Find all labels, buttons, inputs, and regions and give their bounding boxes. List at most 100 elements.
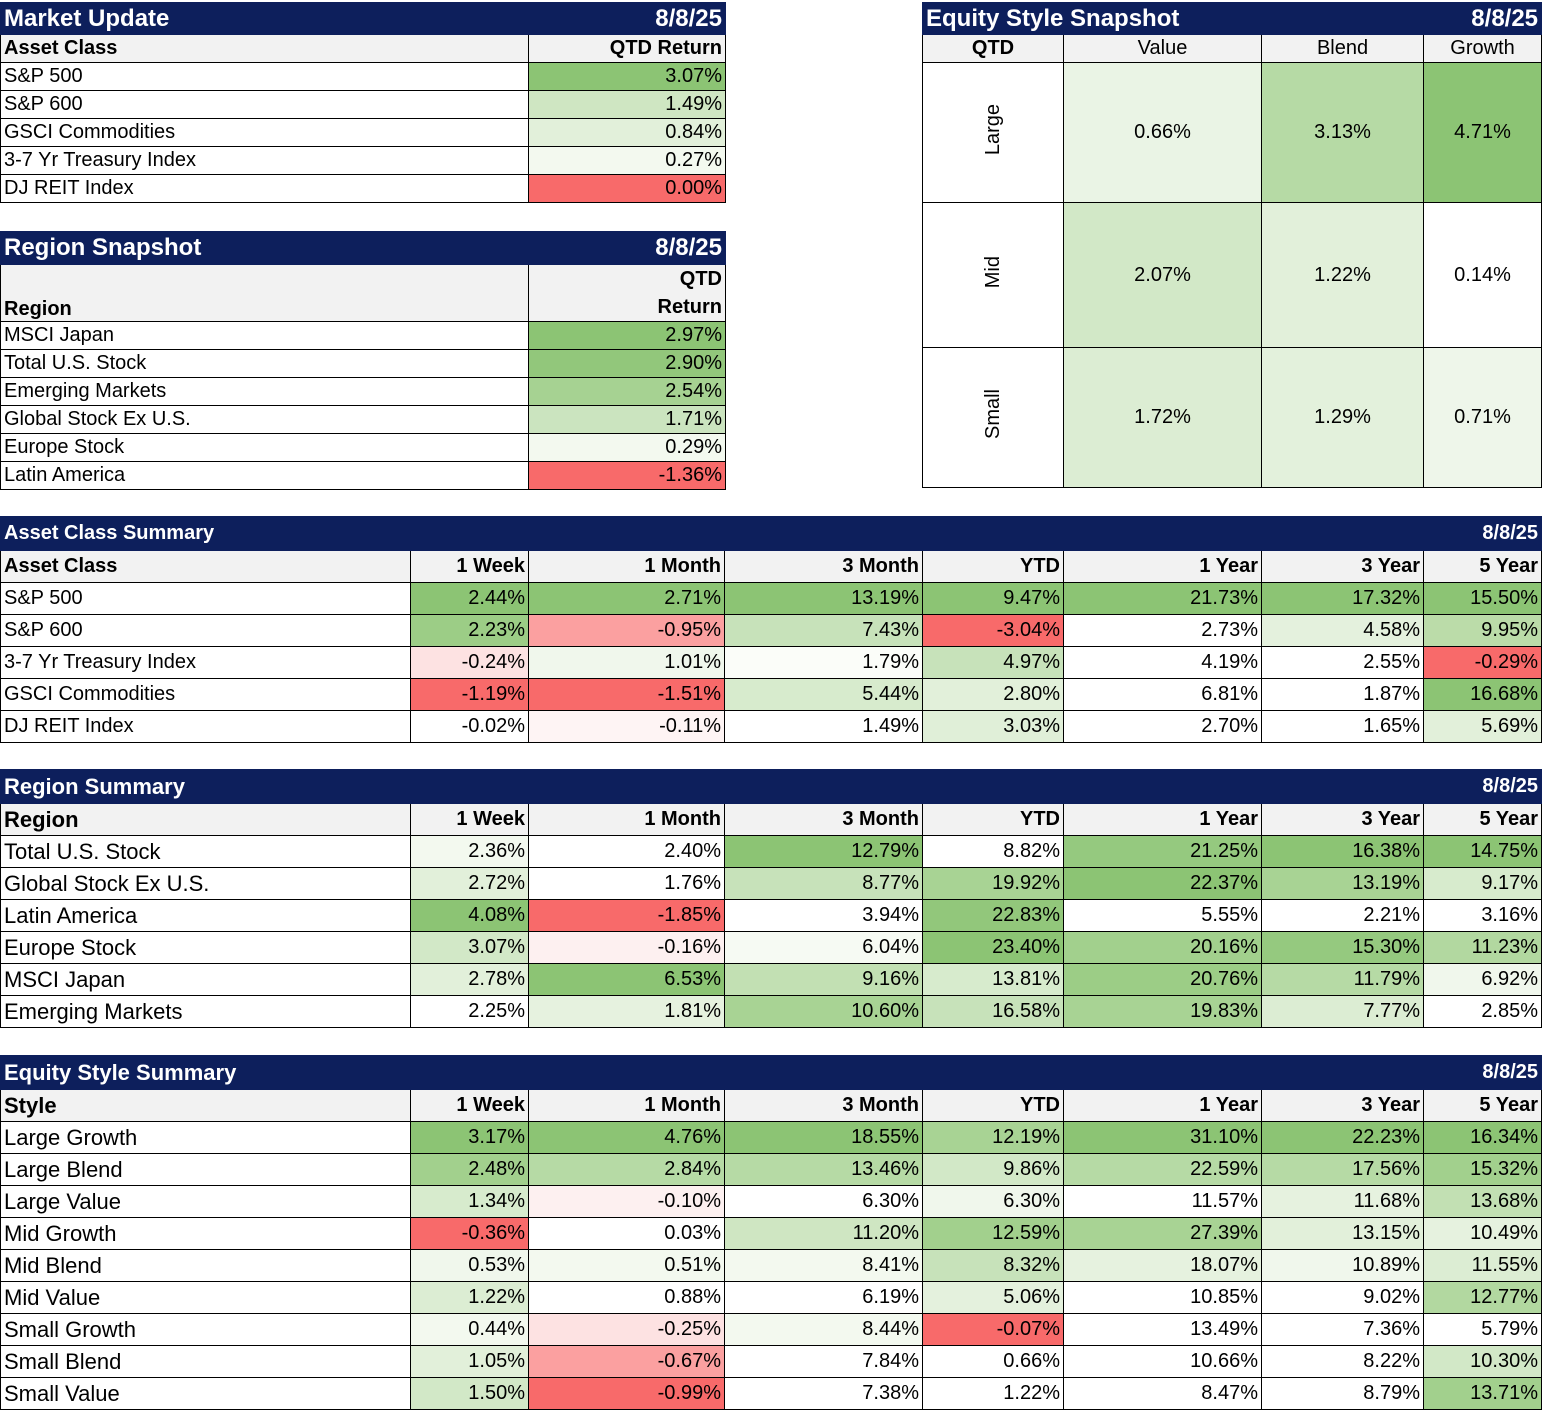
row-label: Latin America bbox=[0, 899, 411, 932]
size-label: Mid bbox=[922, 202, 1064, 348]
return-cell: 9.02% bbox=[1261, 1281, 1424, 1314]
col-period: 1 Week bbox=[410, 550, 529, 583]
return-cell: 2.80% bbox=[922, 678, 1064, 711]
return-cell: 9.16% bbox=[724, 963, 923, 996]
return-cell: 21.73% bbox=[1063, 582, 1262, 615]
return-cell: 1.79% bbox=[724, 646, 923, 679]
row-label: Mid Value bbox=[0, 1281, 411, 1314]
return-cell: 1.49% bbox=[724, 710, 923, 743]
return-cell: 0.88% bbox=[528, 1281, 725, 1314]
equity-snapshot-panel: Equity Style Snapshot 8/8/25 QTD Value B… bbox=[921, 2, 1543, 488]
col-period: 3 Month bbox=[724, 1089, 923, 1122]
table-row: Europe Stock 3.07% -0.16% 6.04% 23.40% 20.16%… bbox=[0, 931, 1543, 964]
return-cell: 4.97% bbox=[922, 646, 1064, 679]
col-period: 3 Year bbox=[1261, 1089, 1424, 1122]
col-period: YTD bbox=[922, 550, 1064, 583]
return-cell: 5.79% bbox=[1423, 1313, 1542, 1346]
style-row: Mid 2.07% 1.22% 0.14% bbox=[922, 202, 1543, 348]
return-cell: 4.19% bbox=[1063, 646, 1262, 679]
equity-snapshot-date: 8/8/25 bbox=[1423, 2, 1543, 35]
col-period: 5 Year bbox=[1423, 1089, 1542, 1122]
return-cell: 3.07% bbox=[410, 931, 529, 964]
return-cell: 5.44% bbox=[724, 678, 923, 711]
row-value: 1.49% bbox=[528, 90, 726, 119]
col-label: Asset Class bbox=[0, 550, 411, 583]
row-label: S&P 500 bbox=[0, 582, 411, 615]
return-cell: 10.60% bbox=[724, 995, 923, 1028]
row-value: 2.97% bbox=[528, 321, 726, 350]
col-period: 1 Year bbox=[1063, 803, 1262, 836]
row-label: Large Value bbox=[0, 1185, 411, 1218]
return-cell: 1.81% bbox=[528, 995, 725, 1028]
col-period: 3 Month bbox=[724, 550, 923, 583]
row-label: S&P 600 bbox=[0, 614, 411, 647]
table-row: Latin America -1.36% bbox=[0, 461, 726, 490]
table-row: MSCI Japan 2.78% 6.53% 9.16% 13.81% 20.76% 11.… bbox=[0, 963, 1543, 996]
return-cell: 13.15% bbox=[1261, 1217, 1424, 1250]
asset-summary-panel: Asset Class Summary 8/8/25 Asset Class 1 … bbox=[0, 516, 1542, 743]
col-period: 1 Month bbox=[528, 803, 725, 836]
return-cell: 11.23% bbox=[1423, 931, 1543, 964]
row-value: 3.07% bbox=[528, 62, 726, 91]
return-cell: 10.49% bbox=[1423, 1217, 1542, 1250]
return-cell: 8.47% bbox=[1063, 1377, 1262, 1410]
row-value: 2.54% bbox=[528, 377, 726, 406]
row-label: Mid Blend bbox=[0, 1249, 411, 1282]
return-cell: 17.56% bbox=[1261, 1153, 1424, 1186]
row-label: 3-7 Yr Treasury Index bbox=[0, 146, 529, 175]
return-cell: 5.06% bbox=[922, 1281, 1064, 1314]
return-cell: 13.71% bbox=[1423, 1377, 1542, 1410]
return-cell: 16.34% bbox=[1423, 1121, 1542, 1154]
return-cell: -0.29% bbox=[1423, 646, 1542, 679]
return-cell: 11.55% bbox=[1423, 1249, 1542, 1282]
row-label: DJ REIT Index bbox=[0, 174, 529, 203]
table-row: Latin America 4.08% -1.85% 3.94% 22.83% 5.55%… bbox=[0, 899, 1543, 932]
return-cell: 3.03% bbox=[922, 710, 1064, 743]
return-cell: 4.58% bbox=[1261, 614, 1424, 647]
col-label: Region bbox=[0, 803, 411, 836]
return-cell: 13.81% bbox=[922, 963, 1064, 996]
return-cell: 3.94% bbox=[724, 899, 923, 932]
row-value: 1.71% bbox=[528, 405, 726, 434]
col-period: 5 Year bbox=[1423, 803, 1543, 836]
return-cell: 31.10% bbox=[1063, 1121, 1262, 1154]
row-value: 0.29% bbox=[528, 433, 726, 462]
return-cell: 2.85% bbox=[1423, 995, 1543, 1028]
return-cell: 10.89% bbox=[1261, 1249, 1424, 1282]
return-cell: 15.32% bbox=[1423, 1153, 1542, 1186]
return-cell: 8.32% bbox=[922, 1249, 1064, 1282]
size-label: Large bbox=[922, 62, 1064, 203]
return-cell: 2.55% bbox=[1261, 646, 1424, 679]
row-label: Emerging Markets bbox=[0, 995, 411, 1028]
row-label: GSCI Commodities bbox=[0, 678, 411, 711]
return-cell: 8.82% bbox=[922, 835, 1064, 868]
return-cell: 2.72% bbox=[410, 867, 529, 900]
col-period: 3 Year bbox=[1260, 803, 1425, 836]
row-value: 0.27% bbox=[528, 146, 726, 175]
return-cell: 7.84% bbox=[724, 1345, 923, 1378]
return-cell: 15.50% bbox=[1423, 582, 1542, 615]
style-cell: 0.71% bbox=[1423, 347, 1543, 488]
table-row: S&P 500 3.07% bbox=[0, 62, 726, 91]
return-cell: 0.51% bbox=[528, 1249, 725, 1282]
col-region: Region bbox=[0, 264, 529, 322]
region-summary-table: Region Summary 8/8/25 Region 1 Week 1 Mont… bbox=[0, 769, 1543, 1028]
return-cell: 5.55% bbox=[1063, 899, 1262, 932]
row-label: Mid Growth bbox=[0, 1217, 411, 1250]
return-cell: -0.16% bbox=[528, 931, 725, 964]
return-cell: 12.77% bbox=[1423, 1281, 1542, 1314]
row-label: Small Value bbox=[0, 1377, 411, 1410]
return-cell: 11.57% bbox=[1063, 1185, 1262, 1218]
return-cell: 16.38% bbox=[1260, 835, 1425, 868]
table-row: Europe Stock 0.29% bbox=[0, 433, 726, 462]
style-cell: 3.13% bbox=[1260, 62, 1425, 203]
col-asset-class: Asset Class bbox=[0, 34, 529, 63]
return-cell: 9.17% bbox=[1423, 867, 1543, 900]
return-cell: -0.02% bbox=[410, 710, 529, 743]
region-summary-date: 8/8/25 bbox=[1423, 769, 1543, 804]
return-cell: 9.47% bbox=[922, 582, 1064, 615]
row-label: Total U.S. Stock bbox=[0, 349, 529, 378]
return-cell: 7.36% bbox=[1261, 1313, 1424, 1346]
region-snapshot-date: 8/8/25 bbox=[528, 231, 726, 265]
table-row: Large Growth 3.17% 4.76% 18.55% 12.19% 31.10%… bbox=[0, 1121, 1542, 1154]
